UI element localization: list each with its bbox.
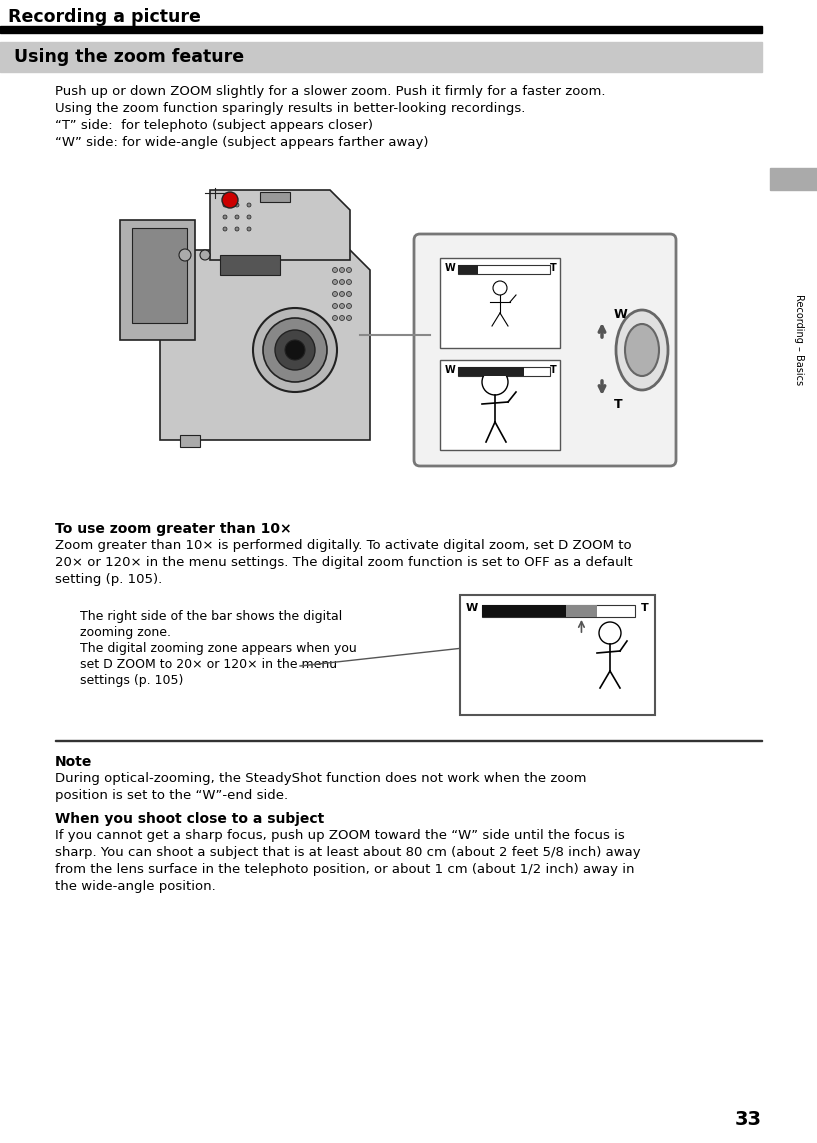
Circle shape: [482, 369, 508, 395]
Circle shape: [200, 250, 210, 259]
Circle shape: [247, 203, 251, 207]
FancyBboxPatch shape: [414, 234, 676, 466]
Text: T: T: [550, 263, 556, 273]
Bar: [0, 42, 762, 72]
Text: The right side of the bar shows the digital: The right side of the bar shows the digi…: [80, 610, 342, 623]
Circle shape: [275, 330, 315, 370]
Circle shape: [493, 281, 507, 295]
Text: During optical-zooming, the SteadyShot function does not work when the zoom: During optical-zooming, the SteadyShot f…: [55, 772, 587, 785]
Circle shape: [235, 227, 239, 231]
Circle shape: [346, 291, 351, 296]
Circle shape: [333, 315, 337, 320]
Circle shape: [340, 280, 345, 285]
Text: T: T: [614, 398, 623, 411]
Text: Using the zoom feature: Using the zoom feature: [14, 48, 244, 66]
Circle shape: [247, 227, 251, 231]
Circle shape: [346, 315, 351, 320]
Text: set D ZOOM to 20× or 120× in the menu: set D ZOOM to 20× or 120× in the menu: [80, 658, 337, 671]
Bar: [440, 360, 560, 450]
Text: W: W: [445, 365, 456, 375]
Bar: [770, 168, 817, 190]
Text: zooming zone.: zooming zone.: [80, 626, 171, 639]
Ellipse shape: [616, 310, 668, 390]
Circle shape: [340, 291, 345, 296]
Bar: [260, 192, 290, 202]
Circle shape: [222, 192, 238, 208]
Circle shape: [247, 215, 251, 219]
Bar: [566, 605, 596, 617]
Text: T: T: [550, 365, 556, 375]
Text: The digital zooming zone appears when you: The digital zooming zone appears when yo…: [80, 642, 357, 655]
Circle shape: [340, 315, 345, 320]
Text: settings (p. 105): settings (p. 105): [80, 674, 183, 687]
Circle shape: [333, 304, 337, 309]
Bar: [458, 367, 525, 376]
Text: from the lens surface in the telephoto position, or about 1 cm (about 1/2 inch) : from the lens surface in the telephoto p…: [55, 863, 635, 876]
Text: If you cannot get a sharp focus, push up ZOOM toward the “W” side until the focu: If you cannot get a sharp focus, push up…: [55, 829, 625, 842]
Text: “T” side:  for telephoto (subject appears closer): “T” side: for telephoto (subject appears…: [55, 119, 373, 131]
Circle shape: [285, 339, 305, 360]
Circle shape: [179, 249, 191, 261]
Bar: [0, 26, 762, 33]
Circle shape: [346, 267, 351, 272]
Text: W: W: [466, 604, 478, 613]
Circle shape: [223, 203, 227, 207]
Circle shape: [340, 304, 345, 309]
Bar: [458, 367, 550, 376]
Circle shape: [346, 304, 351, 309]
Circle shape: [223, 227, 227, 231]
Text: sharp. You can shoot a subject that is at least about 80 cm (about 2 feet 5/8 in: sharp. You can shoot a subject that is a…: [55, 846, 641, 860]
Text: W: W: [445, 263, 456, 273]
Text: To use zoom greater than 10×: To use zoom greater than 10×: [55, 522, 292, 536]
Text: T: T: [641, 604, 649, 613]
Bar: [458, 265, 550, 274]
Polygon shape: [210, 190, 350, 259]
Bar: [482, 605, 566, 617]
Circle shape: [235, 215, 239, 219]
Circle shape: [599, 622, 621, 644]
Circle shape: [253, 307, 337, 392]
Circle shape: [333, 267, 337, 272]
Bar: [482, 605, 635, 617]
Text: W: W: [614, 307, 627, 321]
Text: When you shoot close to a subject: When you shoot close to a subject: [55, 812, 324, 826]
Text: Zoom greater than 10× is performed digitally. To activate digital zoom, set D ZO: Zoom greater than 10× is performed digit…: [55, 539, 632, 552]
Polygon shape: [120, 219, 195, 339]
Bar: [220, 255, 280, 275]
Text: 33: 33: [735, 1110, 762, 1129]
Text: 20× or 120× in the menu settings. The digital zoom function is set to OFF as a d: 20× or 120× in the menu settings. The di…: [55, 555, 632, 569]
Bar: [458, 265, 478, 274]
Bar: [132, 227, 187, 323]
Circle shape: [340, 267, 345, 272]
Circle shape: [346, 280, 351, 285]
Text: setting (p. 105).: setting (p. 105).: [55, 573, 163, 586]
Text: “W” side: for wide-angle (subject appears farther away): “W” side: for wide-angle (subject appear…: [55, 136, 428, 149]
Circle shape: [333, 291, 337, 296]
Bar: [440, 258, 560, 347]
Ellipse shape: [625, 323, 659, 376]
Text: Note: Note: [55, 756, 92, 769]
Bar: [460, 596, 655, 716]
Text: the wide-angle position.: the wide-angle position.: [55, 880, 216, 893]
Text: Push up or down ZOOM slightly for a slower zoom. Push it firmly for a faster zoo: Push up or down ZOOM slightly for a slow…: [55, 85, 605, 98]
Circle shape: [235, 203, 239, 207]
Polygon shape: [160, 250, 370, 440]
Bar: [180, 435, 200, 447]
Circle shape: [333, 280, 337, 285]
Text: Recording – Basics: Recording – Basics: [794, 295, 804, 385]
Text: Using the zoom function sparingly results in better-looking recordings.: Using the zoom function sparingly result…: [55, 102, 525, 115]
Text: position is set to the “W”-end side.: position is set to the “W”-end side.: [55, 789, 288, 802]
Text: Recording a picture: Recording a picture: [8, 8, 201, 26]
Circle shape: [223, 215, 227, 219]
Circle shape: [263, 318, 327, 382]
